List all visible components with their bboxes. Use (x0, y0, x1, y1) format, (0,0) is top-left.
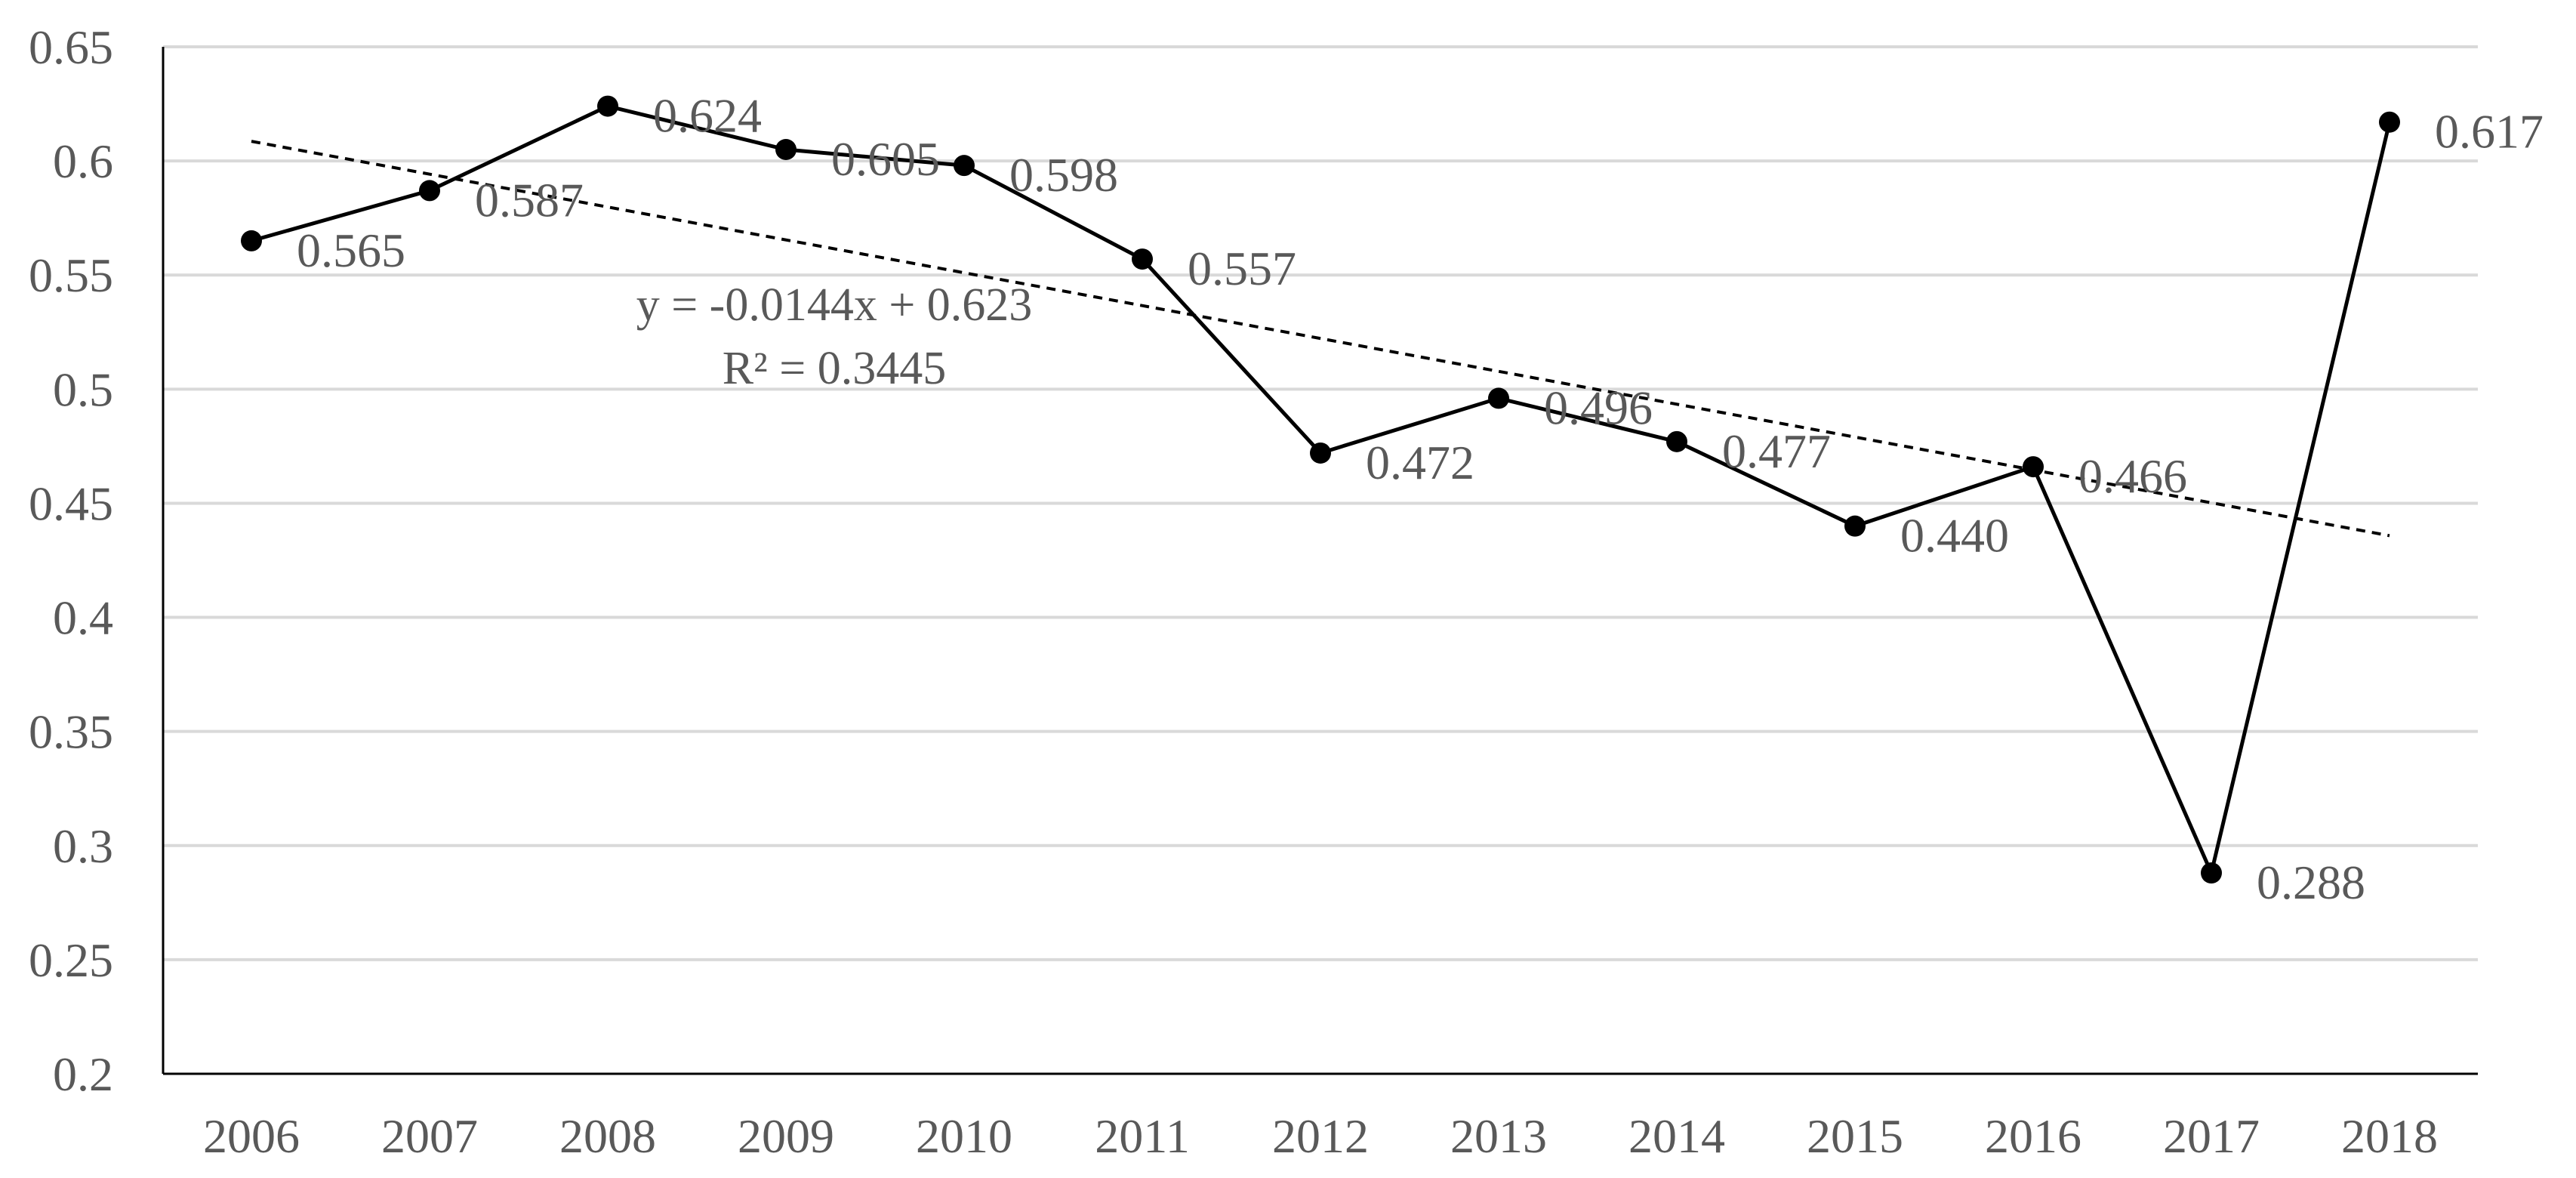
data-point (954, 155, 975, 177)
data-label: 0.587 (475, 173, 584, 227)
data-point (419, 180, 440, 202)
data-point (1310, 442, 1331, 464)
data-label: 0.557 (1188, 242, 1296, 295)
data-label: 0.598 (1009, 148, 1118, 202)
trendline-r-squared: R² = 0.3445 (723, 343, 946, 394)
y-tick-label: 0.5 (53, 362, 113, 416)
x-tick-label: 2016 (1985, 1109, 2081, 1163)
data-point (775, 139, 797, 160)
data-point (2201, 862, 2222, 884)
x-tick-label: 2015 (1807, 1109, 1903, 1163)
y-tick-label: 0.4 (53, 591, 113, 645)
data-point (241, 230, 262, 251)
data-labels: 0.565 0.587 0.624 0.605 0.598 0.557 0.472 0.496… (297, 89, 2544, 909)
trendline-equation: y = -0.0144x + 0.623 (636, 279, 1033, 331)
y-tick-label: 0.45 (29, 476, 113, 530)
data-label: 0.605 (831, 132, 940, 186)
y-tick-label: 0.65 (29, 20, 113, 74)
data-label: 0.477 (1722, 424, 1831, 478)
x-tick-labels: 2006 2007 2008 2009 2010 2011 2012 2013 2014 2015… (203, 1109, 2438, 1163)
data-point (1844, 515, 1866, 537)
x-tick-label: 2018 (2341, 1109, 2438, 1163)
y-tick-labels: 0.2 0.25 0.3 0.35 0.4 0.45 0.5 0.55 0.6 0.65 (29, 20, 113, 1101)
y-tick-label: 0.35 (29, 705, 113, 759)
data-label: 0.466 (2078, 449, 2187, 503)
x-tick-label: 2008 (559, 1109, 656, 1163)
gridlines (163, 45, 2478, 961)
y-tick-label: 0.25 (29, 933, 113, 987)
data-point (1488, 387, 1509, 409)
data-label: 0.496 (1544, 381, 1653, 434)
data-label: 0.472 (1366, 436, 1474, 489)
x-tick-label: 2009 (738, 1109, 834, 1163)
x-tick-label: 2011 (1095, 1109, 1190, 1163)
x-tick-label: 2010 (916, 1109, 1012, 1163)
y-tick-label: 0.6 (53, 134, 113, 188)
data-point (2379, 111, 2400, 133)
x-tick-label: 2014 (1628, 1109, 1725, 1163)
data-label: 0.617 (2435, 105, 2544, 159)
data-point (2023, 456, 2044, 478)
x-tick-label: 2007 (381, 1109, 478, 1163)
data-point (1666, 430, 1687, 452)
data-label: 0.440 (1900, 509, 2009, 563)
data-label: 0.288 (2257, 856, 2365, 909)
x-tick-label: 2006 (203, 1109, 300, 1163)
data-label: 0.624 (653, 89, 762, 143)
x-tick-label: 2012 (1272, 1109, 1369, 1163)
data-points (241, 95, 2400, 884)
axes (162, 47, 2478, 1075)
y-tick-label: 0.55 (29, 248, 113, 302)
x-tick-label: 2013 (1450, 1109, 1547, 1163)
data-point (597, 95, 618, 117)
y-tick-label: 0.3 (53, 819, 113, 873)
y-tick-label: 0.2 (53, 1047, 113, 1101)
data-point (1132, 248, 1153, 270)
data-label: 0.565 (297, 224, 405, 277)
x-tick-label: 2017 (2163, 1109, 2260, 1163)
